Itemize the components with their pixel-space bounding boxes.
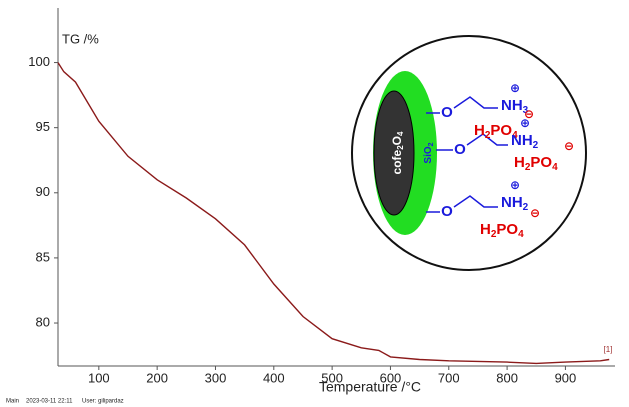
x-tick-label: 900 xyxy=(555,370,577,385)
core-sub: 2 xyxy=(396,145,405,150)
x-axis-label: Temperature /°C xyxy=(319,379,421,395)
anion-sub: 2 xyxy=(525,162,531,173)
amine-text: NH xyxy=(511,132,533,149)
footer-view: Main xyxy=(6,399,19,405)
oxygen-label: O xyxy=(441,203,453,220)
anion-sub2: 4 xyxy=(552,162,558,173)
amine-sub: 3 xyxy=(523,105,529,116)
y-tick-label: 80 xyxy=(36,314,50,329)
x-tick-label: 200 xyxy=(146,370,168,385)
core-o: O xyxy=(390,136,404,145)
x-tick-label: 400 xyxy=(263,370,285,385)
plus-charge: ⊕ xyxy=(510,178,520,192)
curve-marker: [1] xyxy=(604,345,613,354)
y-tick-label: 90 xyxy=(36,184,50,199)
shell-sub: 2 xyxy=(428,142,435,146)
anion-po: PO xyxy=(530,154,552,171)
amine-label: NH2 xyxy=(511,132,539,151)
minus-charge: ⊖ xyxy=(564,139,574,153)
x-tick-label: 100 xyxy=(88,370,110,385)
anion-sub: 2 xyxy=(485,130,491,141)
y-axis-label: TG /% xyxy=(62,31,99,46)
shell-label: SiO2 xyxy=(423,142,435,163)
y-tick-label: 95 xyxy=(36,119,50,134)
minus-charge: ⊖ xyxy=(524,107,534,121)
core-text: cofe xyxy=(390,149,404,174)
amine-text: NH xyxy=(501,194,523,211)
linker xyxy=(426,96,498,114)
amine-label: NH3 xyxy=(501,97,529,116)
anion-label: H2PO4 xyxy=(514,154,558,173)
anion-label: H2PO4 xyxy=(474,122,518,141)
oxygen-label: O xyxy=(454,141,466,158)
x-tick-label: 500 xyxy=(321,370,343,385)
amine-sub: 2 xyxy=(533,140,539,151)
amine-text: NH xyxy=(501,97,523,114)
footer-date: 2023-03-11 22:11 xyxy=(26,399,73,405)
minus-charge: ⊖ xyxy=(530,206,540,220)
anion-sub: 2 xyxy=(491,229,497,240)
anion-po: PO xyxy=(496,221,518,238)
anion-sub2: 4 xyxy=(518,229,524,240)
anion-sub2: 4 xyxy=(512,130,518,141)
linker xyxy=(436,133,508,151)
oxygen-label: O xyxy=(441,104,453,121)
inset-diagram: cofe2O4 SiO2 O NH3⊕H2PO4⊖ONH2⊕H2PO4⊖ONH2⊕… xyxy=(351,35,587,271)
footer-user: User: gilipardaz xyxy=(82,399,124,405)
anion-h: H xyxy=(514,154,525,171)
tg-curve xyxy=(57,62,610,365)
plus-charge: ⊕ xyxy=(510,81,520,95)
x-tick-label: 800 xyxy=(496,370,518,385)
linker xyxy=(426,195,498,213)
anion-label: H2PO4 xyxy=(480,221,524,240)
y-tick-label: 85 xyxy=(36,249,50,264)
anion-h: H xyxy=(474,122,485,139)
plus-charge: ⊕ xyxy=(520,116,530,130)
x-tick-label: 700 xyxy=(438,370,460,385)
anion-h: H xyxy=(480,221,491,238)
amine-sub: 2 xyxy=(523,202,529,213)
core-label: cofe2O4 xyxy=(390,131,405,174)
core-sub2: 4 xyxy=(396,131,405,136)
shell-text: SiO xyxy=(423,146,434,163)
linkers xyxy=(426,96,508,213)
y-tick-label: 100 xyxy=(28,54,50,69)
ferrite-core xyxy=(373,90,415,216)
footer: Main 2023-03-11 22:11 User: gilipardaz xyxy=(6,399,124,405)
x-tick-label: 300 xyxy=(205,370,227,385)
anion-po: PO xyxy=(490,122,512,139)
amine-label: NH2 xyxy=(501,194,529,213)
x-tick-label: 600 xyxy=(380,370,402,385)
